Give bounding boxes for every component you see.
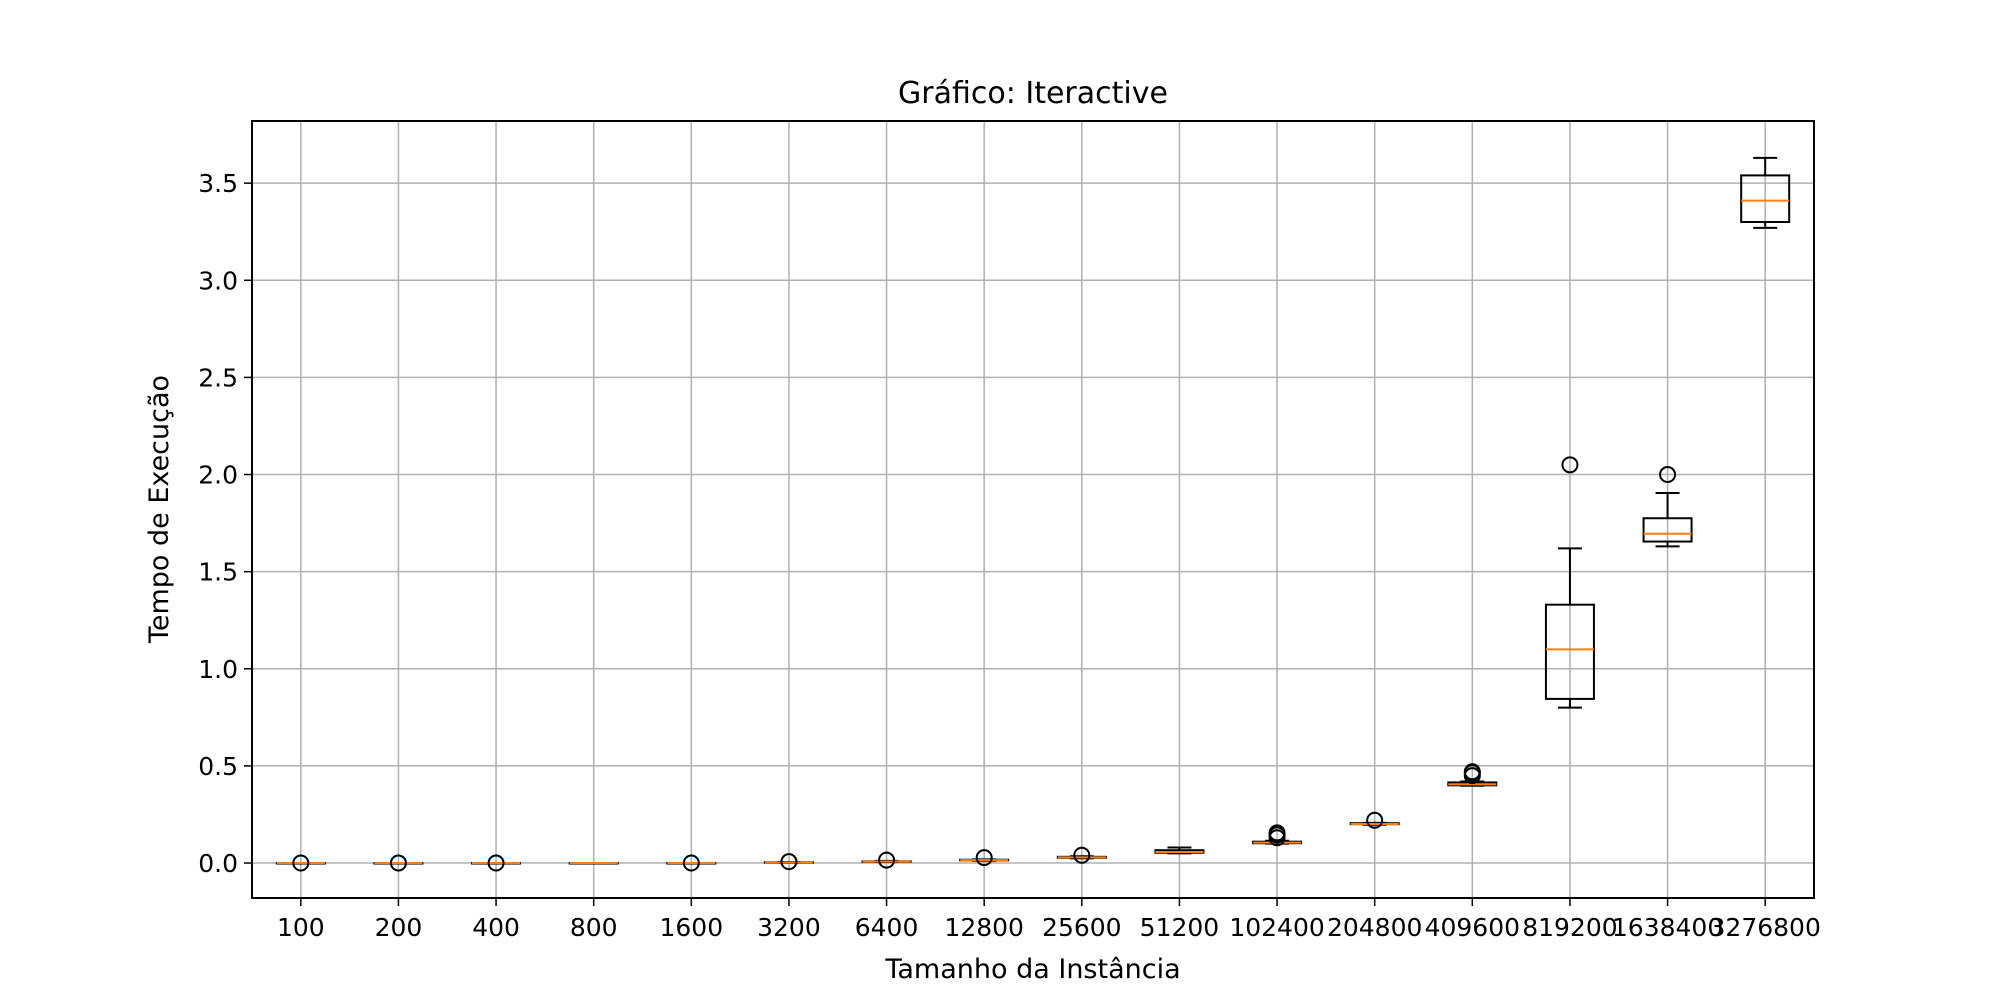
box-409600 xyxy=(1447,763,1498,787)
y-tick-label: 3.0 xyxy=(198,266,238,295)
outlier-point xyxy=(780,853,798,871)
box-3276800 xyxy=(1740,156,1791,229)
box-6400 xyxy=(861,851,912,869)
outlier-point xyxy=(1268,824,1286,842)
x-tick-label: 3276800 xyxy=(1710,913,1821,942)
chart-title: Gráfico: Iteractive xyxy=(898,76,1168,111)
box-200 xyxy=(373,854,424,872)
x-tick-label: 51200 xyxy=(1140,913,1220,942)
x-axis-label: Tamanho da Instância xyxy=(884,954,1180,985)
x-tick-label: 409600 xyxy=(1425,913,1520,942)
outlier-point xyxy=(1366,811,1384,829)
y-tick-label: 2.5 xyxy=(198,363,238,392)
x-tick-label: 3200 xyxy=(757,913,821,942)
y-axis-label: Tempo de Execução xyxy=(144,375,175,644)
y-tick-label: 0.0 xyxy=(198,849,238,878)
box-204800 xyxy=(1349,811,1400,829)
plot-frame xyxy=(251,120,1815,899)
iqr-box xyxy=(1740,174,1791,224)
outlier-point xyxy=(1073,846,1091,864)
box-819200 xyxy=(1544,456,1595,709)
x-tick-label: 819200 xyxy=(1522,913,1617,942)
box-100 xyxy=(275,854,326,872)
box-102400 xyxy=(1252,824,1303,847)
box-1600 xyxy=(666,854,717,872)
box-51200 xyxy=(1154,846,1205,855)
y-tick-label: 0.5 xyxy=(198,752,238,781)
iqr-box xyxy=(1544,603,1595,700)
x-axis-ticks: 100 200 400 800 1600 3200 6400 12800 25600 51200 1… xyxy=(277,898,1821,942)
grid-layer xyxy=(252,121,1814,898)
y-tick-label: 2.0 xyxy=(198,461,238,490)
y-tick-label: 3.5 xyxy=(198,169,238,198)
y-tick-label: 1.0 xyxy=(198,655,238,684)
outlier-point xyxy=(878,851,896,869)
x-tick-label: 100 xyxy=(277,913,325,942)
box-25600 xyxy=(1056,846,1107,864)
iqr-box xyxy=(1642,517,1693,543)
x-tick-label: 1600 xyxy=(660,913,724,942)
y-axis-ticks: 0.0 0.5 1.0 1.5 2.0 2.5 3.0 3.5 xyxy=(198,169,252,878)
x-tick-label: 1638400 xyxy=(1612,913,1723,942)
x-tick-label: 800 xyxy=(570,913,618,942)
outlier-point xyxy=(975,849,993,867)
x-tick-label: 25600 xyxy=(1042,913,1122,942)
outlier-point xyxy=(682,854,700,872)
x-tick-label: 400 xyxy=(472,913,520,942)
box-1638400 xyxy=(1642,466,1693,548)
outlier-point xyxy=(1561,456,1579,474)
x-tick-label: 12800 xyxy=(944,913,1024,942)
box-12800 xyxy=(959,849,1010,867)
outlier-point xyxy=(292,854,310,872)
x-tick-label: 204800 xyxy=(1327,913,1422,942)
box-3200 xyxy=(763,853,814,871)
y-tick-label: 1.5 xyxy=(198,558,238,587)
x-tick-label: 102400 xyxy=(1229,913,1324,942)
x-tick-label: 200 xyxy=(375,913,423,942)
box-layer xyxy=(275,156,1791,872)
outlier-point xyxy=(389,854,407,872)
box-400 xyxy=(471,854,522,872)
outlier-point xyxy=(1659,466,1677,484)
outlier-point xyxy=(1463,763,1481,781)
box-800 xyxy=(568,862,619,865)
x-tick-label: 6400 xyxy=(855,913,919,942)
outlier-point xyxy=(487,854,505,872)
